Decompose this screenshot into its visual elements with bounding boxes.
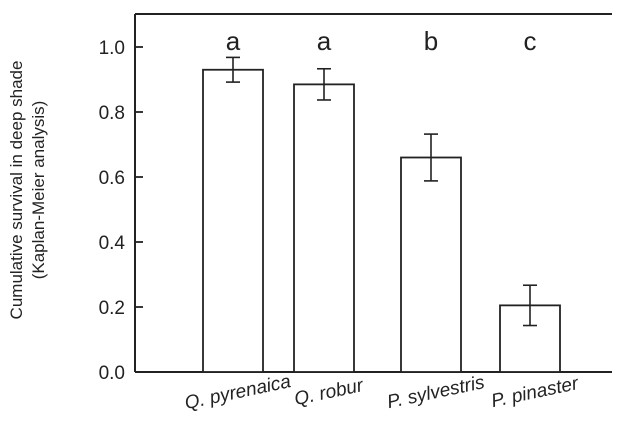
y-axis-title: Cumulative survival in deep shade (Kapla…: [7, 61, 48, 320]
y-tick-label: 1.0: [99, 38, 125, 59]
x-category-label: P. pinaster: [489, 373, 580, 412]
y-tick-label: 0.2: [99, 298, 125, 319]
bar: [400, 156, 462, 373]
y-tick-label: 0.4: [99, 233, 126, 254]
y-tick-label: 0.6: [99, 168, 125, 189]
y-tick-label: 0.0: [99, 363, 125, 384]
plot-area: 0.0 0.2 0.4 0.6 0.8 1.0 a Q. pyrenaica a Q. robur…: [99, 13, 612, 414]
significance-letter: a: [226, 26, 241, 56]
bar: [293, 83, 355, 373]
significance-letter: b: [424, 26, 438, 56]
x-category-label: Q. robur: [293, 375, 366, 410]
y-axis-title-line2: (Kaplan-Meier analysis): [29, 101, 48, 280]
significance-letter: a: [317, 26, 332, 56]
y-axis-title-line1: Cumulative survival in deep shade: [7, 61, 26, 320]
y-tick-label: 0.8: [99, 103, 125, 124]
significance-letter: c: [524, 26, 537, 56]
x-category-label: P. sylvestris: [385, 372, 487, 413]
bar: [202, 68, 264, 373]
x-category-label: Q. pyrenaica: [183, 371, 293, 414]
